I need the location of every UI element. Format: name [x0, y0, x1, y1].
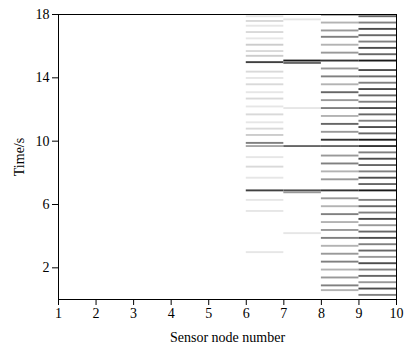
svg-text:Time/s: Time/s — [12, 138, 27, 176]
svg-text:8: 8 — [318, 306, 325, 321]
svg-text:3: 3 — [130, 306, 137, 321]
svg-text:6: 6 — [243, 306, 250, 321]
svg-text:10: 10 — [390, 306, 404, 321]
svg-text:5: 5 — [205, 306, 212, 321]
svg-text:18: 18 — [36, 7, 50, 22]
svg-text:10: 10 — [36, 134, 50, 149]
svg-text:14: 14 — [36, 70, 50, 85]
svg-text:1: 1 — [55, 306, 62, 321]
svg-text:Sensor node number: Sensor node number — [170, 330, 285, 345]
svg-text:6: 6 — [43, 197, 50, 212]
svg-text:2: 2 — [43, 260, 50, 275]
svg-text:7: 7 — [280, 306, 287, 321]
svg-text:2: 2 — [93, 306, 100, 321]
svg-text:4: 4 — [168, 306, 175, 321]
svg-text:9: 9 — [355, 306, 362, 321]
